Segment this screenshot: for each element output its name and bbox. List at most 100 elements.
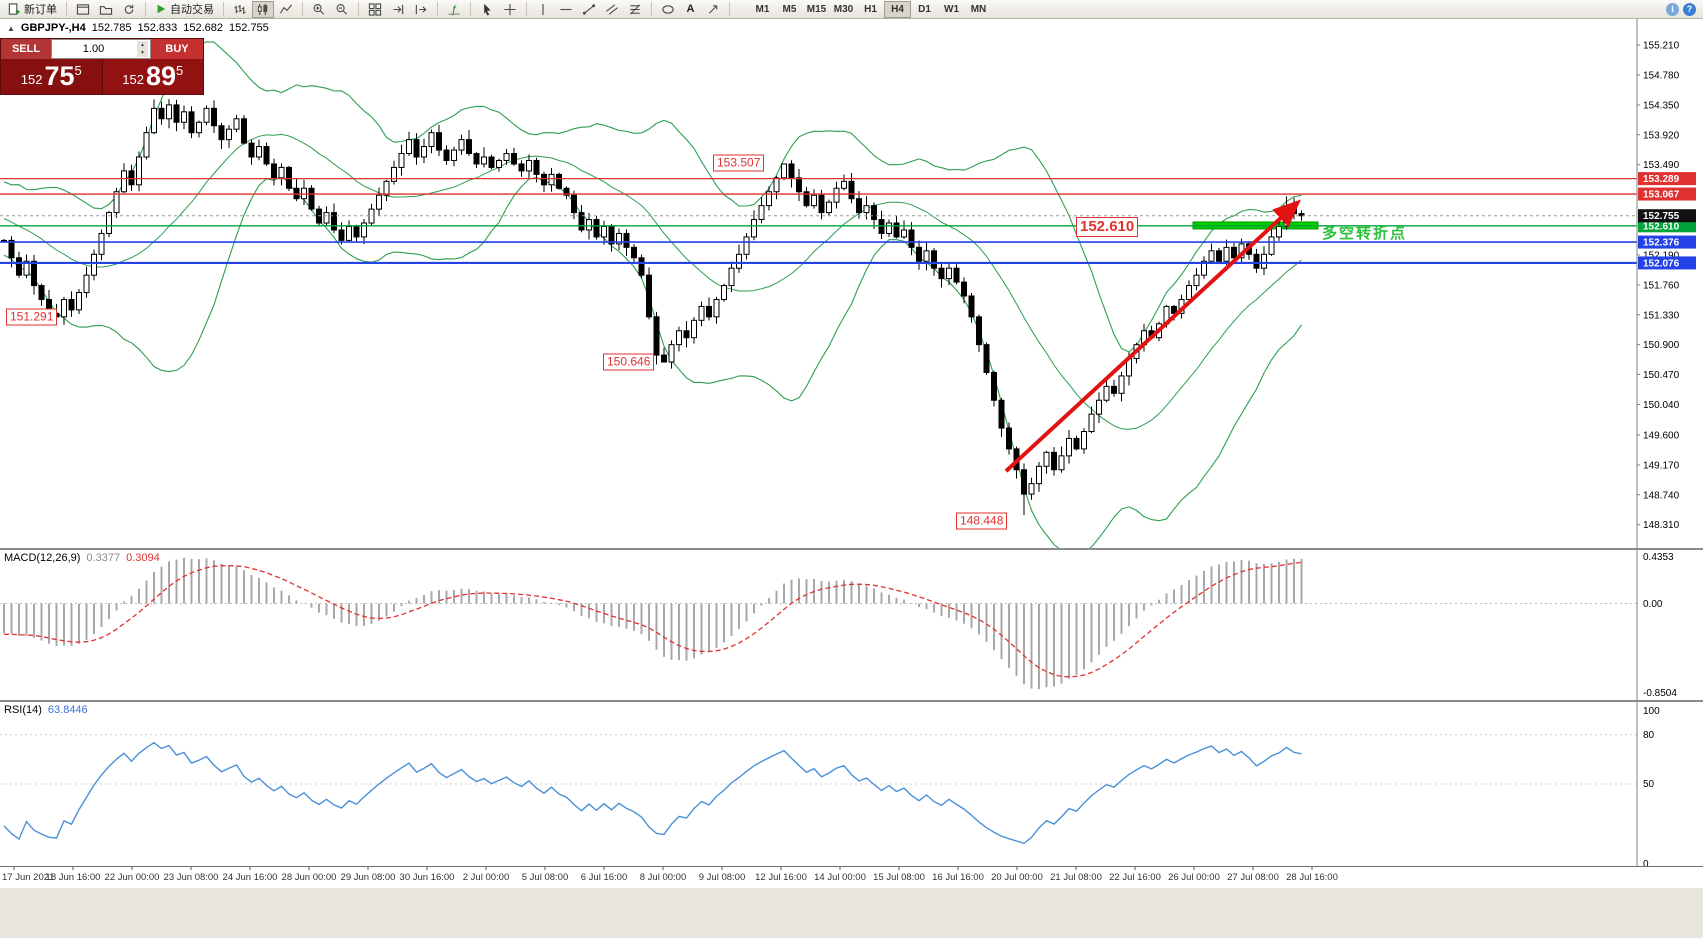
time-axis-label: 22 Jun 00:00	[105, 872, 160, 883]
rsi-axis-label: 0	[1643, 859, 1649, 870]
chart-background	[0, 18, 1703, 888]
fibonacci-tool-button[interactable]	[624, 1, 646, 18]
timeframe-h4[interactable]: H4	[884, 0, 911, 18]
candle	[818, 194, 825, 214]
annotation-note[interactable]: 多空转折点	[1322, 225, 1408, 242]
autotrading-button[interactable]: 自动交易	[151, 1, 218, 18]
candle	[848, 180, 855, 200]
candle	[661, 354, 667, 363]
panel-separator[interactable]	[0, 548, 1703, 550]
shapes-tool-button[interactable]	[657, 1, 679, 18]
candle	[976, 316, 982, 346]
macd-axis-label: 0.00	[1643, 599, 1663, 610]
toolbar-separator	[66, 2, 67, 16]
candle	[76, 292, 82, 311]
price-label[interactable]: 148.448	[956, 512, 1008, 530]
price-tag	[1638, 235, 1696, 249]
timeframe-mn[interactable]: MN	[965, 1, 992, 18]
candle	[646, 274, 652, 318]
arrow-tool-button[interactable]	[702, 1, 724, 18]
cursor-tool-button[interactable]	[476, 1, 498, 18]
buy-price-display[interactable]: 152 89 5	[101, 59, 203, 94]
candle	[511, 153, 517, 165]
bottom-strip	[0, 888, 1703, 938]
vertical-line-tool-button[interactable]	[532, 1, 554, 18]
price-tag	[1638, 219, 1696, 233]
profiles-button[interactable]	[95, 1, 117, 18]
trendline-tool-button[interactable]	[578, 1, 600, 18]
refresh-button[interactable]	[118, 1, 140, 18]
volume-increase-icon[interactable]: ▲	[137, 41, 148, 49]
timeframe-m5[interactable]: M5	[776, 1, 803, 18]
time-axis-label: 14 Jul 00:00	[814, 872, 866, 883]
time-axis-label: 23 Jun 08:00	[164, 872, 219, 883]
candle	[61, 298, 67, 318]
info-icon[interactable]: i	[1666, 2, 1679, 16]
candle	[548, 173, 555, 186]
price-axis[interactable]: 155.210 154.780 154.350 153.920 153.490 152.1…	[1637, 41, 1696, 532]
timeframe-m15[interactable]: M15	[803, 1, 830, 18]
sell-price-display[interactable]: 152 75 5	[1, 59, 102, 94]
crosshair-tool-button[interactable]	[499, 1, 521, 18]
line-chart-button[interactable]	[275, 1, 297, 18]
text-tool-button[interactable]: A	[680, 1, 701, 18]
candle	[323, 212, 330, 224]
candle	[286, 166, 292, 189]
candle	[1111, 385, 1117, 394]
chart-shift-button[interactable]	[410, 1, 432, 18]
indicators-button[interactable]: ƒ	[443, 1, 465, 18]
candlestick-chart-button[interactable]	[252, 0, 274, 18]
candle	[383, 180, 390, 196]
auto-scroll-button[interactable]	[387, 1, 409, 18]
candle	[908, 229, 915, 248]
candle	[188, 111, 195, 134]
price-label[interactable]: 150.646	[603, 353, 655, 371]
candle	[1253, 253, 1260, 269]
tile-windows-button[interactable]	[364, 1, 386, 18]
zoom-out-button[interactable]	[331, 1, 353, 18]
timeframe-d1[interactable]: D1	[911, 1, 938, 18]
help-icon[interactable]: ?	[1683, 2, 1696, 16]
candle	[1186, 285, 1192, 300]
volume-decrease-icon[interactable]: ▼	[137, 49, 148, 57]
channel-tool-button[interactable]	[601, 1, 623, 18]
sell-button[interactable]: SELL	[1, 39, 51, 59]
macd-signal-line	[3, 561, 1302, 678]
text-tool-icon: A	[686, 3, 695, 15]
panel-separator[interactable]	[0, 700, 1703, 702]
volume-field[interactable]: 1.00 ▲ ▼	[51, 39, 151, 59]
zoom-in-button[interactable]	[308, 1, 330, 18]
time-axis-label: 29 Jun 08:00	[341, 872, 396, 883]
candle	[1261, 253, 1267, 269]
timeframe-m1[interactable]: M1	[749, 1, 776, 18]
bar-chart-button[interactable]	[229, 1, 251, 18]
trend-arrow[interactable]	[1004, 199, 1301, 473]
candle	[593, 219, 600, 238]
price-tag	[1638, 172, 1696, 186]
volume-value[interactable]: 1.00	[82, 43, 105, 55]
price-label[interactable]: 152.610	[1076, 217, 1139, 238]
timeframe-h1[interactable]: H1	[857, 1, 884, 18]
candle	[758, 205, 765, 221]
new-order-button[interactable]: 新订单	[3, 1, 61, 18]
price-tag-value: 152.610	[1643, 221, 1680, 232]
candle	[1028, 483, 1035, 495]
horizontal-line-tool-button[interactable]	[555, 1, 577, 18]
price-label[interactable]: 153.507	[713, 154, 765, 172]
timeframe-m30[interactable]: M30	[830, 1, 857, 18]
candle	[263, 146, 270, 165]
candle	[211, 107, 217, 127]
candle	[338, 229, 345, 241]
price-axis-label: 151.760	[1643, 280, 1680, 291]
new-chart-button[interactable]	[72, 1, 94, 18]
one-click-panel-toggle-icon[interactable]: ▲	[7, 23, 15, 33]
candle	[563, 187, 570, 196]
buy-button[interactable]: BUY	[151, 39, 203, 59]
one-click-trading-panel: SELL 1.00 ▲ ▼ BUY 152 75 5 152 89 5	[0, 38, 204, 95]
candle	[751, 219, 757, 238]
timeframe-w1[interactable]: W1	[938, 1, 965, 18]
price-label[interactable]: 151.291	[6, 308, 58, 326]
vertical-line-icon	[542, 3, 544, 15]
